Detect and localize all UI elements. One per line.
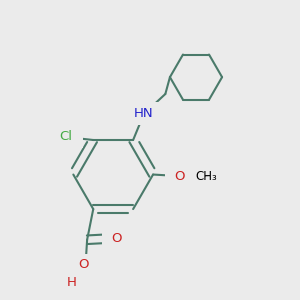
FancyBboxPatch shape: [62, 273, 82, 291]
FancyBboxPatch shape: [103, 227, 130, 249]
Text: Cl: Cl: [59, 130, 72, 143]
FancyBboxPatch shape: [192, 166, 223, 188]
FancyBboxPatch shape: [65, 254, 103, 276]
Text: methoxy: methoxy: [205, 176, 212, 177]
FancyBboxPatch shape: [49, 125, 82, 148]
Text: H: H: [67, 276, 77, 289]
FancyBboxPatch shape: [122, 102, 165, 125]
Text: methyl: methyl: [208, 175, 213, 176]
Text: O: O: [111, 232, 122, 245]
Text: CH₃: CH₃: [196, 169, 218, 183]
FancyBboxPatch shape: [165, 165, 193, 187]
Text: HN: HN: [134, 107, 154, 120]
Text: O: O: [174, 169, 184, 183]
Text: O: O: [78, 258, 88, 271]
FancyBboxPatch shape: [207, 174, 210, 178]
